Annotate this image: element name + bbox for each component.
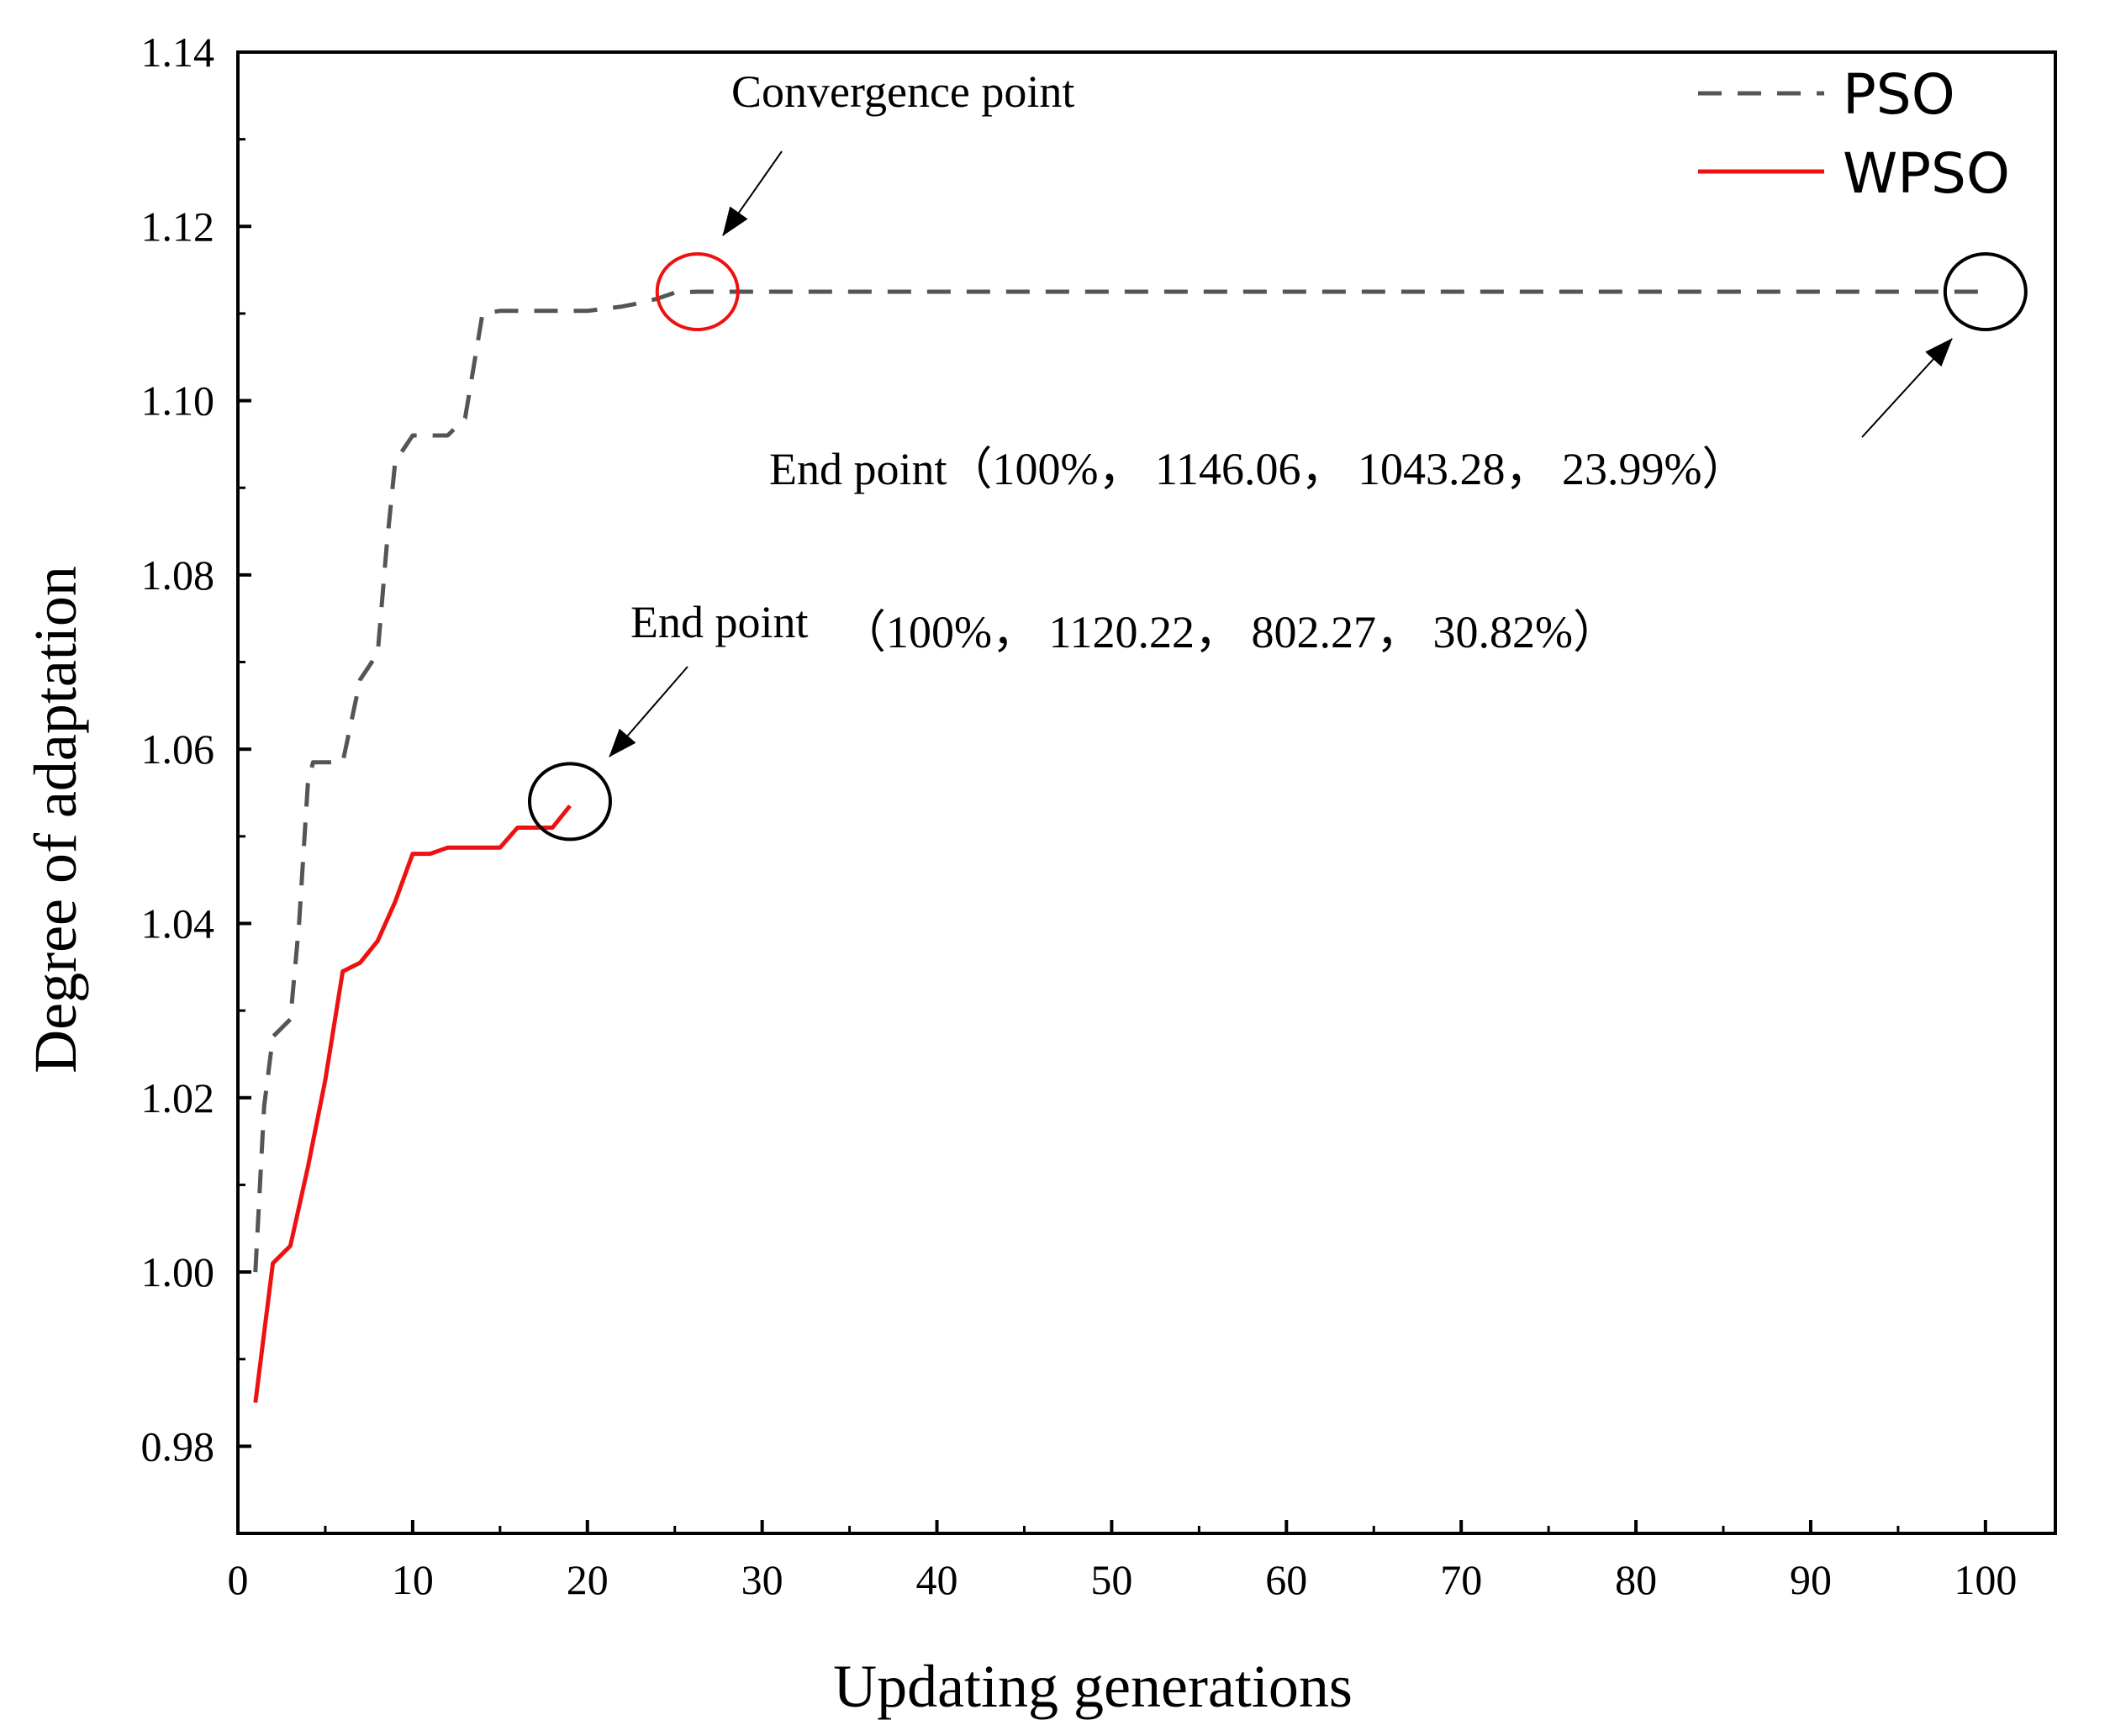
- x-tick-label: 40: [916, 1556, 958, 1603]
- annotation-pso-end: End point（100%， 1146.06， 1043.28， 23.99%…: [769, 444, 1747, 494]
- y-tick-label: 1.02: [141, 1074, 215, 1121]
- y-tick-label: 1.00: [141, 1248, 215, 1295]
- x-axis-title: Updating generations: [833, 1653, 1353, 1720]
- arrow-convergence: [722, 150, 783, 236]
- x-tick-label: 90: [1790, 1556, 1832, 1603]
- annotation-convergence: Convergence point: [731, 66, 1074, 117]
- y-axis-ticks: 0.98 1.00 1.02 1.04 1.06 1.08 1.10 1.12 1.14: [141, 29, 251, 1470]
- x-tick-label: 0: [228, 1556, 249, 1603]
- y-tick-label: 1.10: [141, 377, 215, 425]
- legend-wpso-label: WPSO: [1843, 141, 2010, 206]
- series-layer: [253, 289, 1986, 1403]
- marker-layer: [527, 252, 2028, 842]
- y-tick-label: 1.08: [141, 551, 215, 599]
- x-tick-label: 30: [741, 1556, 783, 1603]
- x-tick-label: 60: [1265, 1556, 1307, 1603]
- legend: PSO WPSO: [1698, 62, 2010, 206]
- y-tick-label: 0.98: [141, 1422, 215, 1470]
- x-tick-label: 20: [567, 1556, 609, 1603]
- y-tick-label: 1.06: [141, 726, 215, 773]
- legend-pso-label: PSO: [1843, 62, 1955, 127]
- x-tick-label: 70: [1440, 1556, 1482, 1603]
- highlight-circle: [1943, 252, 2028, 332]
- highlight-circle: [527, 762, 612, 842]
- arrow-pso-end: [1861, 338, 1953, 438]
- y-tick-label: 1.14: [141, 29, 215, 76]
- annotation-wpso-end-values: （100%， 1120.22， 802.27， 30.82%）: [841, 607, 1618, 657]
- plot-frame: [236, 50, 2057, 1535]
- x-axis-ticks: 0 10 20 30 40 50 60 70 80 90 100: [228, 1520, 2017, 1603]
- y-tick-label: 1.04: [141, 900, 215, 947]
- highlight-circle: [655, 252, 740, 332]
- series-line-pso: [253, 289, 1986, 1273]
- x-tick-label: 100: [1954, 1556, 2017, 1603]
- arrow-wpso-end: [609, 666, 688, 757]
- series-line-wpso: [253, 804, 572, 1403]
- x-tick-label: 80: [1615, 1556, 1657, 1603]
- x-tick-label: 10: [392, 1556, 434, 1603]
- annotation-wpso-end-prefix: End point: [630, 597, 809, 647]
- x-tick-label: 50: [1090, 1556, 1132, 1603]
- y-tick-label: 1.12: [141, 203, 215, 250]
- y-axis-title: Degree of adaptation: [22, 566, 89, 1074]
